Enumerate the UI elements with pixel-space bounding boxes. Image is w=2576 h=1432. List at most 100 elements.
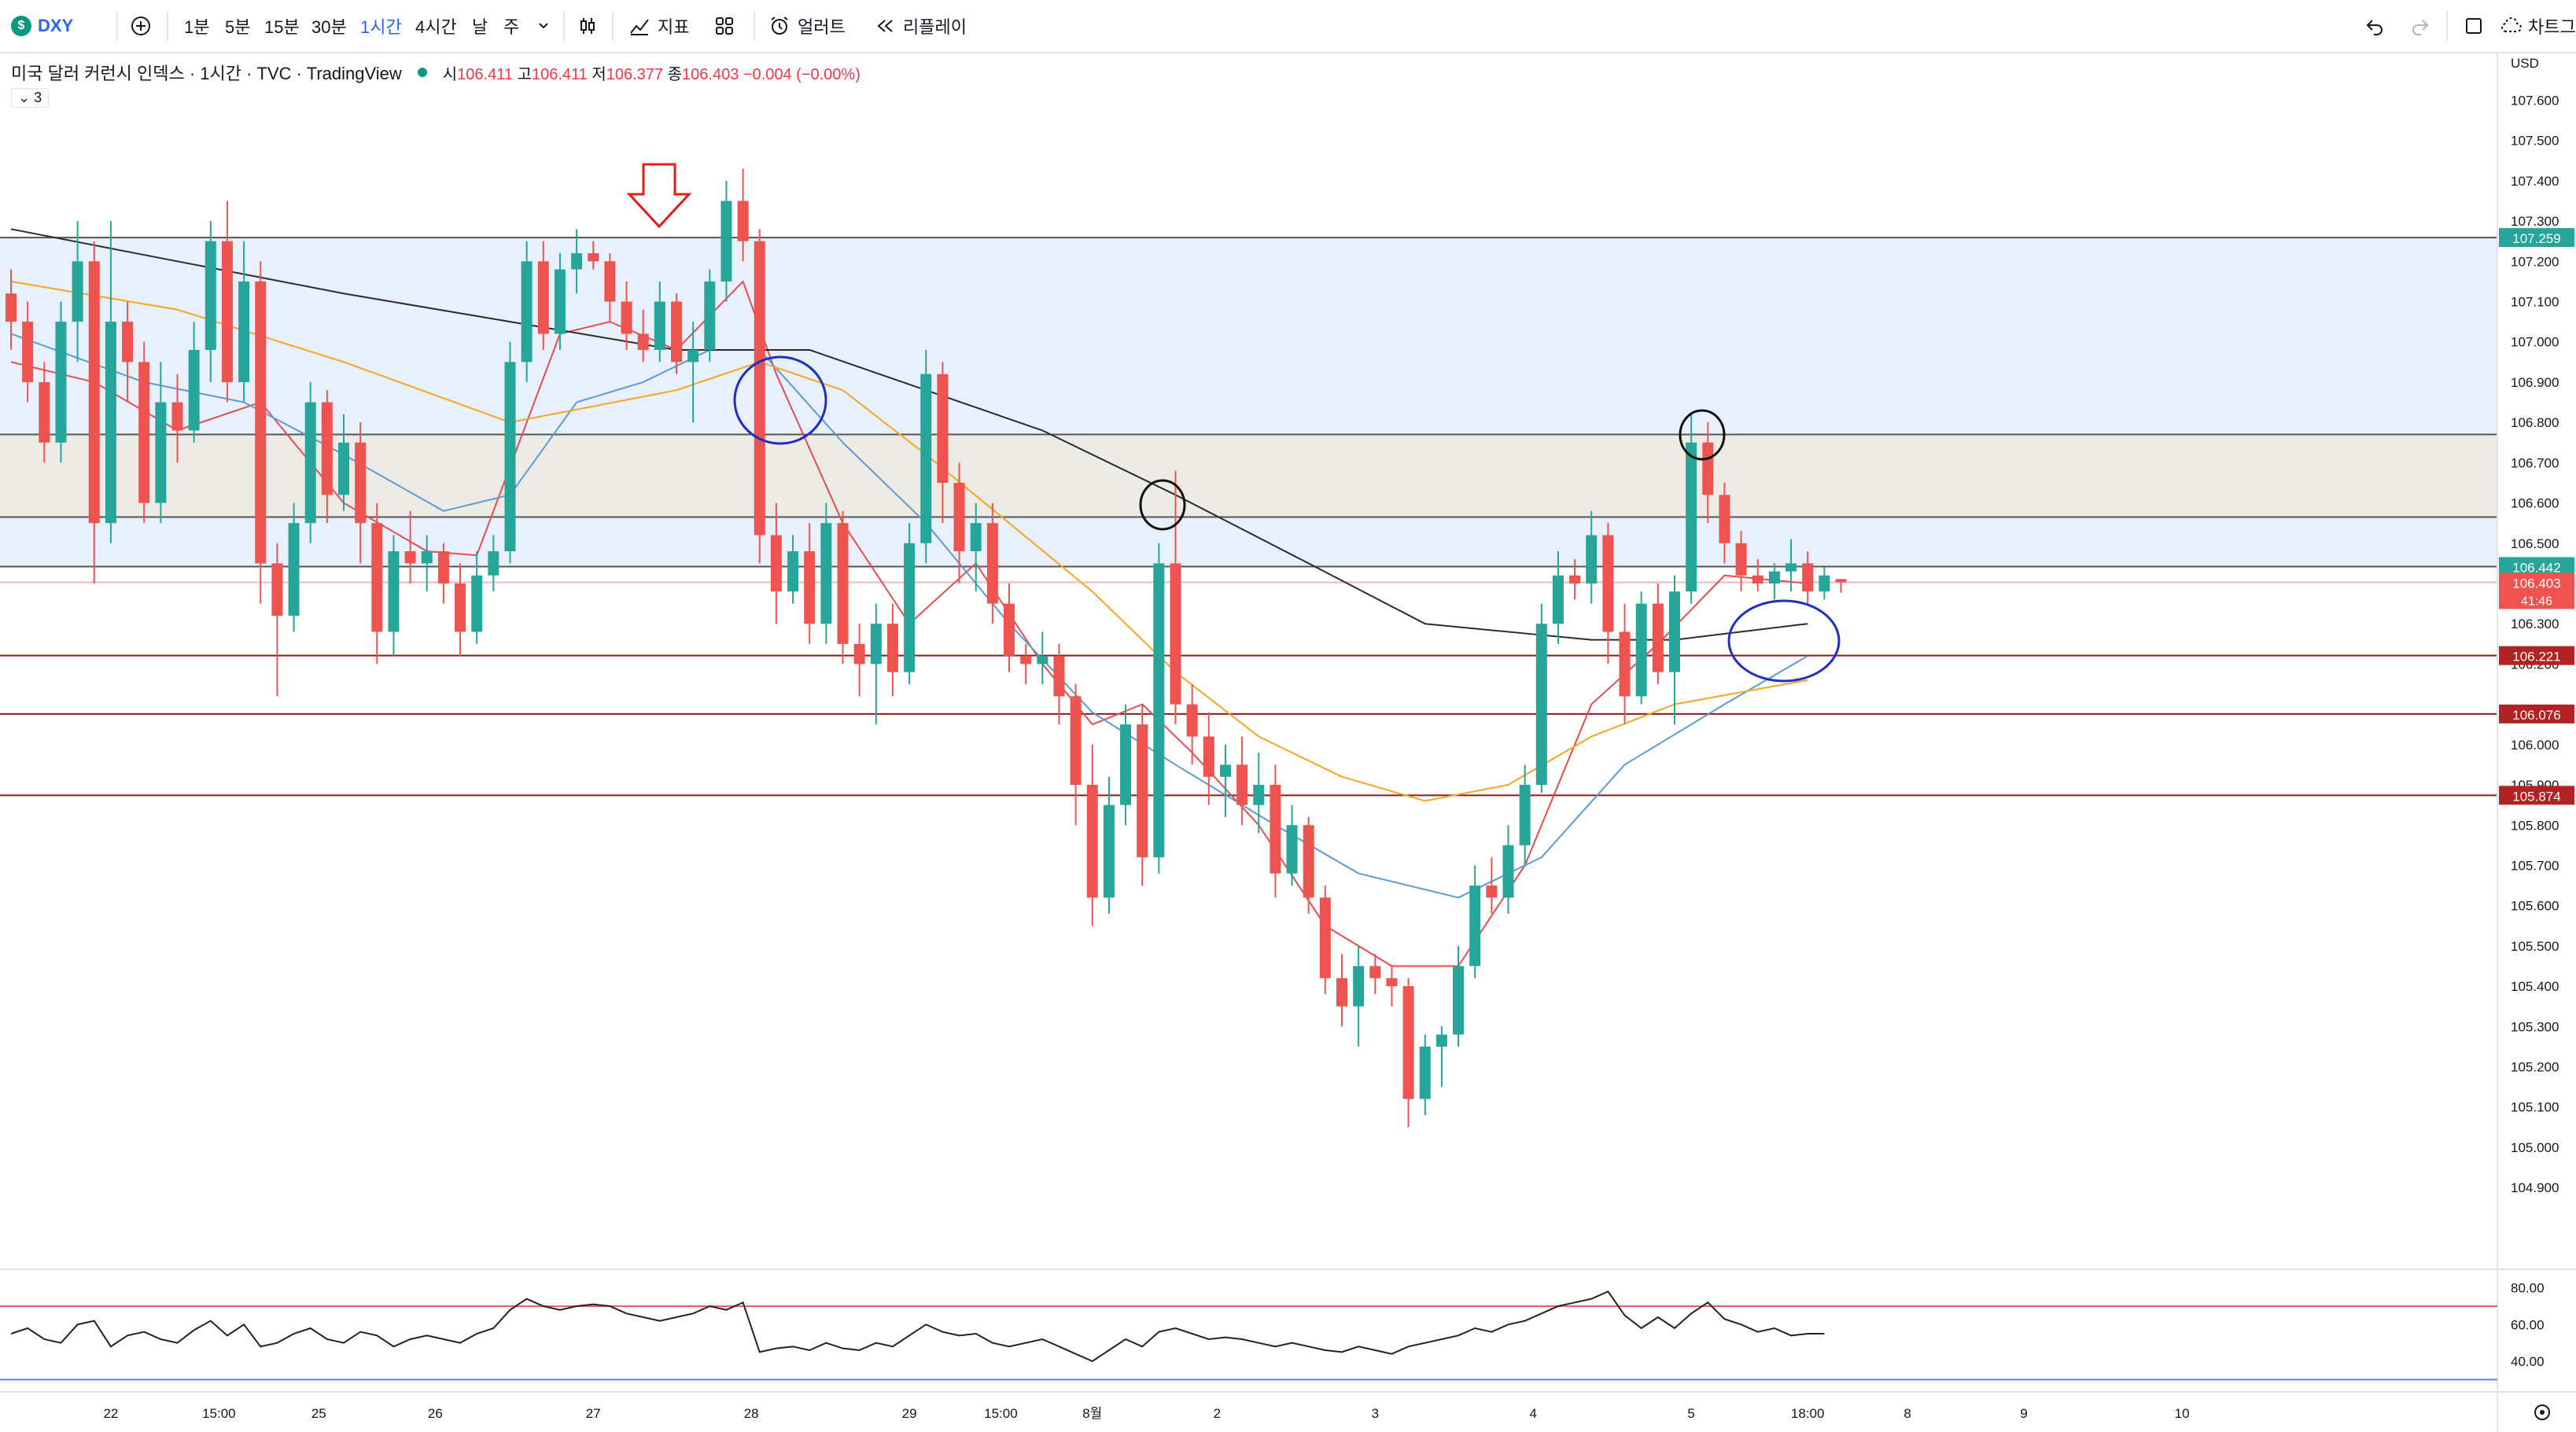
- x-tick-label: 9: [2020, 1406, 2027, 1421]
- candle-body: [588, 253, 599, 262]
- interval-4h[interactable]: 4시간: [415, 17, 457, 37]
- candle-body: [621, 301, 632, 334]
- candle-body: [1203, 736, 1214, 777]
- candle-body: [671, 301, 682, 363]
- redo-button[interactable]: [2408, 0, 2432, 52]
- toolbar-divider: [754, 11, 755, 41]
- add-symbol-button[interactable]: [129, 0, 153, 52]
- candle-body: [1602, 535, 1614, 632]
- candle-body: [1153, 563, 1165, 858]
- down-arrow-annotation: [626, 163, 692, 229]
- candle-body: [571, 253, 583, 270]
- toolbar-divider: [167, 11, 168, 41]
- indicators-icon: [630, 19, 649, 35]
- symbol-selector[interactable]: $ DXY: [11, 0, 73, 52]
- candle-body: [22, 322, 34, 382]
- candle-body: [1319, 897, 1331, 978]
- indicators-label: 지표: [658, 17, 690, 37]
- candle-body: [471, 575, 483, 632]
- candle-body: [1586, 535, 1598, 583]
- interval-dropdown[interactable]: [532, 0, 555, 52]
- chart-canvas[interactable]: 107.600 107.500 107.400 107.300 107.200 107.1…: [0, 52, 2576, 1432]
- alerts-button[interactable]: 얼러트: [768, 0, 846, 52]
- candle-body: [687, 349, 699, 363]
- candle-body: [1552, 575, 1564, 624]
- interval-30m[interactable]: 30분: [311, 17, 347, 37]
- price-label-bg: [2499, 646, 2574, 665]
- y-tick-label: 107.300: [2511, 214, 2559, 229]
- x-tick-label: 28: [744, 1406, 759, 1421]
- candle-body: [1469, 885, 1481, 966]
- undo-button[interactable]: [2363, 0, 2386, 52]
- candle-body: [1419, 1046, 1431, 1099]
- y-tick-label: 105.800: [2511, 818, 2559, 833]
- candle-body: [255, 281, 267, 564]
- candle-body: [388, 551, 400, 632]
- candle-body: [853, 643, 865, 664]
- candle-body: [238, 281, 250, 382]
- time-axis[interactable]: 22 15:00 25 26 27 28 29 15:00 8월 2 3 4 5 18:00 8 9 10: [103, 1406, 2189, 1421]
- y-tick-label: 107.200: [2511, 254, 2559, 269]
- candle-body: [1819, 575, 1830, 592]
- interval-week[interactable]: 주: [503, 17, 520, 37]
- candle-body: [1137, 724, 1148, 858]
- interval-1m[interactable]: 1분: [184, 17, 210, 37]
- y-tick-label: 107.500: [2511, 134, 2559, 149]
- candle-body: [537, 261, 549, 334]
- fullscreen-button[interactable]: [2462, 0, 2486, 52]
- currency-label[interactable]: USD: [2511, 56, 2539, 71]
- candle-body: [171, 402, 183, 431]
- status-dot-icon: [417, 68, 427, 77]
- price-label-bg: [2499, 786, 2574, 805]
- chart-type-button[interactable]: [576, 0, 599, 52]
- candle-body: [1020, 656, 1032, 664]
- candle-body: [1702, 442, 1714, 495]
- candle-body: [271, 563, 283, 616]
- x-tick-label: 15:00: [202, 1406, 236, 1421]
- x-tick-label: 4: [1529, 1406, 1536, 1421]
- candle-body: [488, 551, 499, 576]
- candle-body: [953, 482, 965, 552]
- candle-body: [1353, 966, 1365, 1007]
- candle-body: [637, 333, 649, 350]
- x-tick-label: 27: [586, 1406, 601, 1421]
- candle-body: [1219, 764, 1231, 777]
- candle-body: [1253, 785, 1265, 805]
- horizontal-lines-layer: [0, 237, 2497, 797]
- candle-body: [1835, 579, 1847, 583]
- indicators-button[interactable]: 지표: [628, 0, 689, 52]
- candle-body: [504, 362, 516, 552]
- chart-snapshot-button[interactable]: 차트그: [2500, 0, 2576, 52]
- x-tick-label: 2: [1214, 1406, 1221, 1421]
- candle-body: [88, 261, 100, 524]
- candle-body: [1519, 785, 1531, 845]
- replay-button[interactable]: 리플레이: [873, 0, 967, 52]
- settings-gear-icon[interactable]: [2534, 1404, 2550, 1420]
- price-axis[interactable]: 107.600 107.500 107.400 107.300 107.200 107.1…: [2511, 93, 2559, 1195]
- interval-1h[interactable]: 1시간: [360, 17, 402, 37]
- candle-body: [188, 349, 200, 431]
- y-tick-label: 106.900: [2511, 375, 2559, 390]
- candles-icon: [580, 18, 595, 34]
- candle-body: [221, 241, 233, 382]
- candle-body: [1170, 563, 1181, 705]
- interval-15m[interactable]: 15분: [264, 17, 300, 37]
- y-tick-label: 104.900: [2511, 1180, 2559, 1195]
- y-tick-label: 105.100: [2511, 1100, 2559, 1115]
- indicators-toggle[interactable]: ⌄ 3: [11, 88, 50, 108]
- y-tick-label: 105.200: [2511, 1060, 2559, 1075]
- candle-body: [1369, 966, 1381, 978]
- candle-body: [820, 523, 832, 624]
- templates-button[interactable]: [713, 0, 736, 52]
- candle-body: [737, 201, 749, 241]
- moving-average-line: [10, 280, 1808, 802]
- zones-layer: [0, 237, 2497, 567]
- rsi-line: [10, 1290, 1825, 1363]
- y-tick-label: 106.800: [2511, 415, 2559, 430]
- interval-day[interactable]: 날: [472, 17, 488, 37]
- square-icon: [2466, 18, 2482, 34]
- interval-5m[interactable]: 5분: [225, 17, 251, 37]
- price-label: 106.403: [2512, 576, 2560, 591]
- candle-body: [920, 374, 932, 543]
